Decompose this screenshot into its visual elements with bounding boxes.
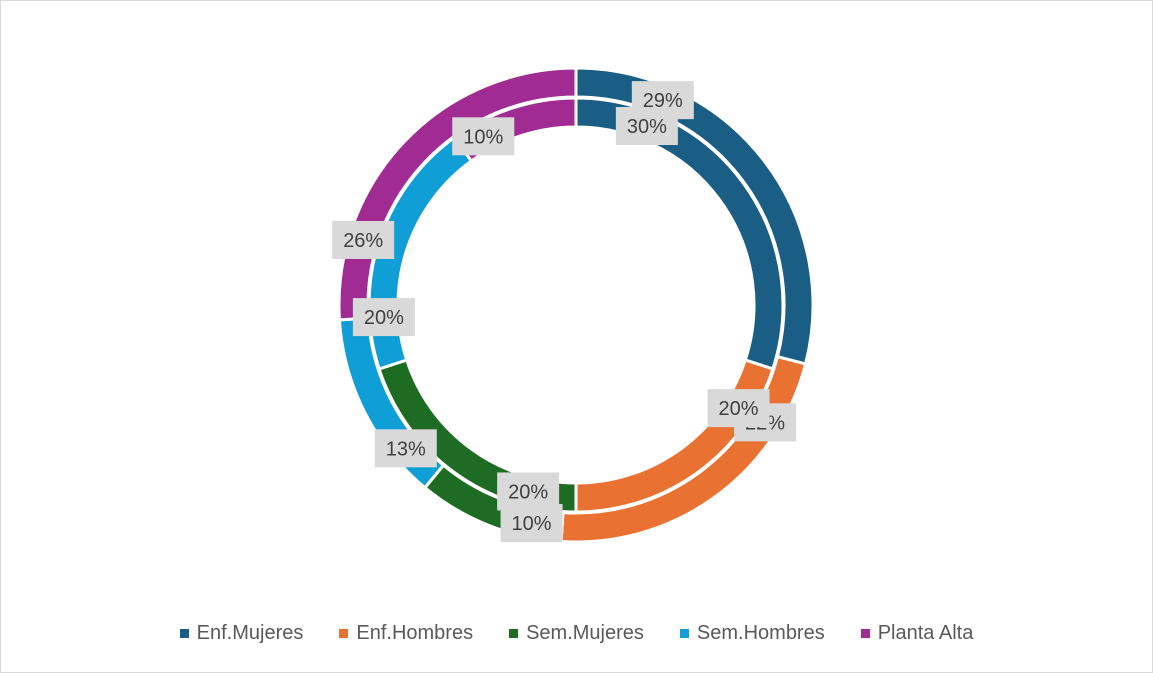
data-label-text: 10%: [512, 513, 552, 535]
data-label-text: 20%: [719, 398, 759, 420]
data-label-inner-1: 20%: [707, 389, 770, 428]
data-label-box: [452, 117, 515, 156]
legend-swatch: [860, 628, 870, 638]
legend-label: Sem.Hombres: [696, 621, 825, 644]
data-label-box: [615, 107, 678, 146]
data-label-inner-3: 20%: [352, 298, 415, 337]
legend-item-sem-mujeres: Sem.Mujeres: [509, 622, 644, 645]
legend-swatch: [509, 628, 519, 638]
legend-item-enf-mujeres: Enf.Mujeres: [179, 621, 304, 645]
data-label-text: 29%: [643, 90, 683, 112]
legend-item-enf-hombres: Enf.Hombres: [339, 622, 473, 645]
doughnut-chart: 29%22%10%13%26%30%20%20%20%10%: [332, 66, 815, 544]
data-label-outer-4: 26%: [332, 220, 395, 259]
data-label-outer-3: 13%: [374, 429, 437, 468]
data-label-inner-2: 20%: [497, 472, 560, 511]
data-label-box: [332, 220, 395, 259]
data-label-text: 13%: [386, 438, 426, 460]
data-label-box: [374, 429, 437, 468]
legend-label: Enf.Mujeres: [196, 621, 304, 644]
legend-item-planta-alta: Planta Alta: [860, 621, 974, 645]
legend-swatch: [339, 628, 349, 638]
legend-swatch: [179, 628, 189, 638]
data-label-box: [352, 298, 415, 337]
legend: Enf.Mujeres Enf.Hombres Sem.Mujeres Sem.…: [0, 619, 1153, 647]
data-label-text: 20%: [364, 307, 404, 329]
data-label-inner-4: 10%: [452, 117, 515, 156]
legend-label: Enf.Hombres: [356, 621, 474, 644]
data-label-text: 30%: [627, 116, 667, 138]
data-label-text: 26%: [343, 230, 383, 252]
legend-swatch: [679, 628, 689, 638]
legend-label: Planta Alta: [877, 621, 974, 644]
data-label-box: [707, 389, 770, 428]
legend-label: Sem.Mujeres: [526, 621, 644, 644]
data-label-inner-0: 30%: [615, 107, 678, 146]
slice-inner-enf-mujeres: [574, 96, 785, 371]
legend-item-sem-hombres: Sem.Hombres: [679, 621, 825, 645]
data-label-text: 10%: [463, 126, 503, 148]
data-label-text: 20%: [508, 481, 548, 503]
data-label-box: [497, 472, 560, 511]
